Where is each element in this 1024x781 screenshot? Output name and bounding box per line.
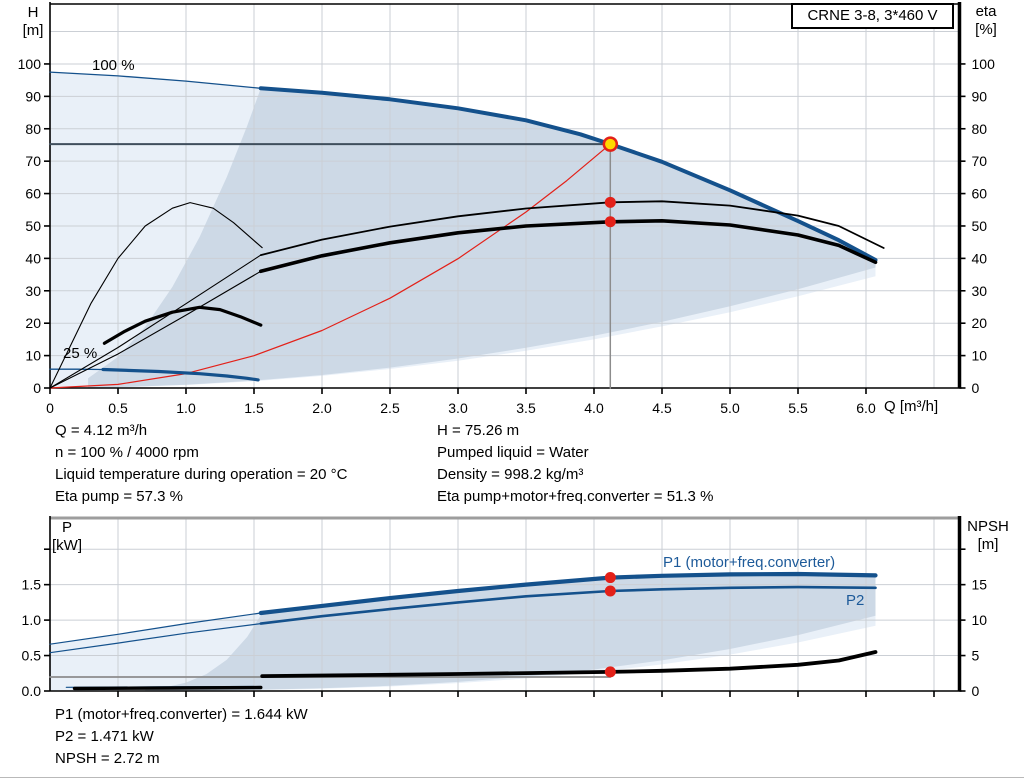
- qh-xlabel: 0: [46, 400, 54, 416]
- power-npsh-p2-thick: [259, 585, 877, 625]
- qh-ylabel-right: 40: [972, 250, 988, 266]
- qh-ylabel-right: 10: [972, 348, 988, 364]
- qh-ylabel-right: 0: [972, 380, 980, 396]
- qh-eta-total-rise: [49, 270, 262, 389]
- qh-eta-pump-rise: [49, 254, 262, 389]
- power-npsh-p1-thick: [258, 571, 878, 616]
- qh-duty-point: [602, 136, 619, 152]
- info-density: Density = 998.2 kg/m³: [437, 466, 584, 483]
- p-axis-title: P [kW]: [46, 519, 88, 555]
- power-npsh-npsh-low: [72, 685, 263, 691]
- qh-ylabel-left: 90: [25, 88, 41, 104]
- qh-ylabel-right: 20: [972, 315, 988, 331]
- npsh-axis-title: NPSH [m]: [960, 518, 1016, 554]
- qh-qh-25-thick: [101, 367, 260, 382]
- power-npsh-ylabel-right: 15: [972, 577, 988, 593]
- info-speed: n = 100 % / 4000 rpm: [55, 444, 199, 461]
- qh-system-curve: [49, 143, 611, 389]
- power-npsh-ylabel-left: 0.0: [22, 683, 42, 699]
- qh-xlabel: 4.0: [584, 400, 604, 416]
- qh-xlabel: 3.5: [516, 400, 536, 416]
- qh-ylabel-right: 80: [972, 121, 988, 137]
- info-eta-total: Eta pump+motor+freq.converter = 51.3 %: [437, 488, 714, 505]
- qh-xlabel: 5.0: [720, 400, 740, 416]
- info-liquid: Pumped liquid = Water: [437, 444, 589, 461]
- footer-divider: [0, 777, 1024, 778]
- info-p1: P1 (motor+freq.converter) = 1.644 kW: [55, 706, 308, 723]
- h-axis-title-line2: [m]: [22, 22, 44, 39]
- qh-ylabel-left: 60: [25, 186, 41, 202]
- qh-ylabel-right: 100: [972, 56, 996, 72]
- qh-ylabel-right: 60: [972, 186, 988, 202]
- qh-xlabel: 4.5: [652, 400, 672, 416]
- h-axis-title: H [m]: [14, 4, 52, 40]
- qh-ylabel-right: 90: [972, 88, 988, 104]
- power-npsh-p2-thin: [49, 623, 262, 654]
- eta-axis-title-line2: [%]: [975, 21, 997, 38]
- p-axis-title-line2: [kW]: [52, 537, 82, 554]
- qh-xlabel: 0.5: [108, 400, 128, 416]
- qh-xlabel: 3.0: [448, 400, 468, 416]
- qh-qh-100-thick: [258, 86, 878, 262]
- qh-ylabel-right: 30: [972, 283, 988, 299]
- p-axis-title-line1: P: [61, 519, 72, 536]
- qh-ylabel-left: 10: [25, 348, 41, 364]
- qh-ylabel-right: 50: [972, 218, 988, 234]
- info-q: Q = 4.12 m³/h: [55, 422, 148, 439]
- qh-xlabel: 5.5: [788, 400, 808, 416]
- speed-100-label: 100 %: [92, 57, 135, 74]
- info-h: H = 75.26 m: [437, 422, 520, 439]
- speed-25-label: 25 %: [63, 345, 98, 362]
- h-axis-title-line1: H: [27, 4, 39, 21]
- qh-ylabel-left: 70: [25, 153, 41, 169]
- power-npsh-ylabel-right: 0: [972, 683, 980, 699]
- power-npsh-p1-point: [604, 572, 616, 584]
- power-npsh-ylabel-right: 5: [972, 648, 980, 664]
- power-info: P1 (motor+freq.converter) = 1.644 kW P2 …: [55, 706, 308, 772]
- qh-qh-100-thin: [49, 71, 262, 89]
- p2-curve-label: P2: [846, 592, 865, 609]
- qh-ylabel-left: 20: [25, 315, 41, 331]
- power-npsh-ylabel-right: 10: [972, 612, 988, 628]
- power-npsh-p1-thin: [49, 612, 262, 645]
- power-npsh-npsh-point: [604, 666, 616, 678]
- info-temperature: Liquid temperature during operation = 20…: [55, 466, 348, 483]
- qh-ylabel-left: 30: [25, 283, 41, 299]
- info-eta-pump: Eta pump = 57.3 %: [55, 488, 183, 505]
- qh-ylabel-left: 80: [25, 121, 41, 137]
- qh-eta-total-point: [604, 216, 616, 228]
- eta-axis-title-line1: eta: [975, 3, 997, 20]
- qh-ylabel-left: 100: [18, 56, 42, 72]
- power-npsh-p2-point: [604, 585, 616, 597]
- power-npsh-ylabel-left: 1.5: [22, 577, 42, 593]
- npsh-axis-title-line1: NPSH: [967, 518, 1009, 535]
- qh-ylabel-left: 50: [25, 218, 41, 234]
- qh-xlabel: 1.5: [244, 400, 264, 416]
- qh-xlabel: 2.0: [312, 400, 332, 416]
- qh-eta-pump-25: [49, 202, 263, 389]
- pump-model-title: CRNE 3-8, 3*460 V: [791, 3, 954, 29]
- qh-eta-pump-point: [604, 196, 616, 208]
- power-npsh-ylabel-left: 0.5: [22, 648, 42, 664]
- qh-xlabel: 2.5: [380, 400, 400, 416]
- qh-xlabel: 1.0: [176, 400, 196, 416]
- qh-ylabel-right: 70: [972, 153, 988, 169]
- info-npsh: NPSH = 2.72 m: [55, 750, 160, 767]
- duty-info-right: H = 75.26 m Pumped liquid = Water Densit…: [437, 422, 713, 510]
- qh-ylabel-left: 0: [33, 380, 41, 396]
- npsh-axis-title-line2: [m]: [977, 536, 999, 553]
- q-axis-title: Q [m³/h]: [884, 398, 939, 415]
- qh-xlabel: 6.0: [856, 400, 876, 416]
- power-npsh-ylabel-left: 1.0: [22, 612, 42, 628]
- duty-info-left: Q = 4.12 m³/h n = 100 % / 4000 rpm Liqui…: [55, 422, 347, 510]
- info-p2: P2 = 1.471 kW: [55, 728, 154, 745]
- eta-axis-title: eta [%]: [966, 3, 1006, 39]
- p1-curve-label: P1 (motor+freq.converter): [663, 554, 836, 571]
- power-npsh-envelope-dark: [145, 574, 876, 691]
- qh-envelope-dark: [88, 88, 876, 388]
- qh-eta-total-25: [102, 305, 263, 345]
- qh-ylabel-left: 40: [25, 250, 41, 266]
